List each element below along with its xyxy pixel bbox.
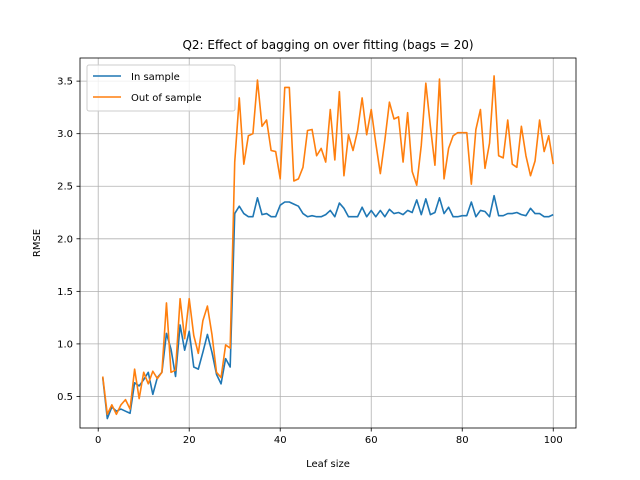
ticks: 0 20 40 60 80 100 0.5 1.0 1.5 2.0 2.5 3.0 3.5 [57,77,563,446]
y-tick-label: 2.5 [57,182,73,193]
legend-box [86,64,236,112]
legend-label-out-of-sample: Out of sample [131,93,201,104]
y-axis-title: RMSE [32,229,43,257]
y-tick-label: 3.5 [57,77,73,88]
x-axis-title: Leaf size [306,459,350,470]
y-tick-label: 3.0 [57,129,73,140]
series-line-in-sample [101,194,554,420]
x-tick-label: 40 [274,435,287,446]
plot-frame [79,57,577,429]
x-tick-label: 80 [456,435,469,446]
legend: In sample Out of sample [86,64,236,112]
y-tick-label: 0.5 [57,392,73,403]
x-tick-label: 0 [95,435,101,446]
x-tick-label: 20 [183,435,196,446]
legend-label-in-sample: In sample [131,72,180,83]
series-layer [101,75,555,420]
series-line-out-of-sample [101,75,555,416]
x-tick-label: 100 [544,435,563,446]
chart-title: Q2: Effect of bagging on over fitting (b… [182,38,473,52]
y-tick-label: 2.0 [57,234,73,245]
x-tick-label: 60 [365,435,378,446]
y-tick-label: 1.0 [57,339,73,350]
y-tick-label: 1.5 [57,287,73,298]
